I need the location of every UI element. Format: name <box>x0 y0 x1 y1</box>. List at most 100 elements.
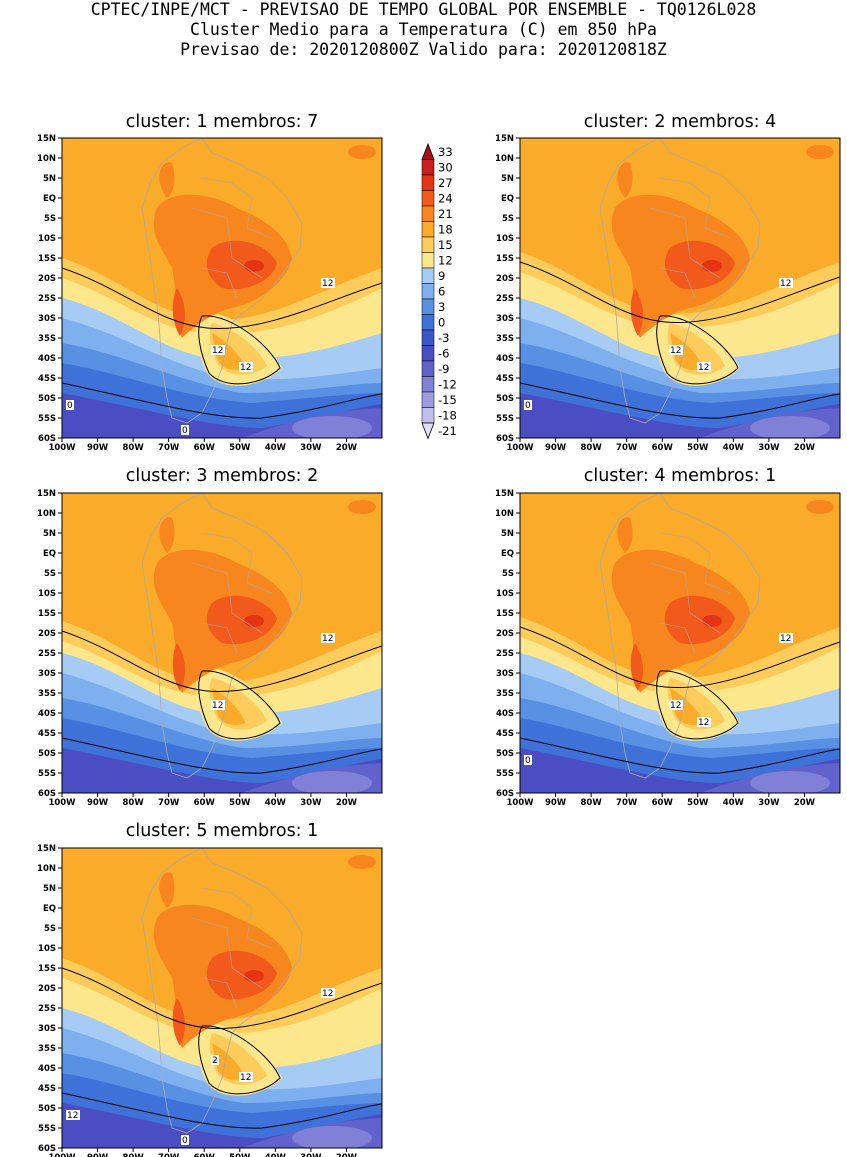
title-line-1: CPTEC/INPE/MCT - PREVISAO DE TEMPO GLOBA… <box>90 0 757 19</box>
colorbar-level-label: 15 <box>438 238 453 252</box>
lon-label: 30W <box>758 798 780 808</box>
panel-title-cluster-4: cluster: 4 membros: 1 <box>583 466 777 486</box>
lon-label: 40W <box>265 798 287 808</box>
lon-label: 100W <box>48 1153 76 1157</box>
lat-label: 30S <box>38 1024 56 1034</box>
colorbar-swatch <box>421 376 435 393</box>
lat-label: 20S <box>496 274 514 284</box>
map-svg: 12 12 12 0 15N 10N 5N EQ 5S 10S 15S 20S 25S 30S 35S 40S… <box>495 134 841 453</box>
lon-label: 80W <box>581 798 603 808</box>
contour-label-bg <box>779 278 793 288</box>
lat-label: 40S <box>38 1064 56 1074</box>
map-frame <box>61 847 383 1149</box>
lat-label: 5N <box>43 884 56 894</box>
lat-label: 35S <box>38 1044 56 1054</box>
lat-label: 30S <box>496 314 514 324</box>
map-svg: 12 12 12 0 15N 10N 5N EQ 5S 10S 15S 20S 25S 30S 35S 40S… <box>495 489 841 808</box>
lat-label: EQ <box>43 904 56 914</box>
lat-label: 55S <box>38 1124 56 1134</box>
colorbar-level-label: -12 <box>438 378 457 392</box>
contour-label-bg <box>211 1055 219 1065</box>
contour-label-bg <box>524 755 532 765</box>
colorbar-level-label: 24 <box>438 192 453 206</box>
lat-label: 5S <box>44 214 56 224</box>
lat-label: 10S <box>496 234 514 244</box>
contour-label-bg <box>524 400 532 410</box>
lat-label: 15N <box>37 134 56 144</box>
lat-label: 45S <box>38 1084 56 1094</box>
lon-label: 80W <box>123 798 145 808</box>
lat-label: 60S <box>496 434 514 444</box>
map-frame <box>519 492 841 794</box>
panel-title-cluster-3: cluster: 3 membros: 2 <box>125 466 319 486</box>
lat-label: 15S <box>38 254 56 264</box>
contour-label: 0 <box>182 1136 188 1146</box>
lon-label: 100W <box>506 443 534 453</box>
lat-label: 20S <box>496 629 514 639</box>
lat-label: 55S <box>38 414 56 424</box>
colorbar-level-label: 27 <box>438 176 453 190</box>
contour-label: 12 <box>670 701 681 711</box>
colorbar-swatch <box>421 345 435 362</box>
map-svg: 2 12 12 12 0 15N 10N 5N EQ 5S 10S 15S 20S 25S 30S 35S 40… <box>37 844 383 1157</box>
lat-label: 25S <box>496 294 514 304</box>
lat-label: 60S <box>38 434 56 444</box>
lat-label: 50S <box>496 394 514 404</box>
lat-label: 30S <box>496 669 514 679</box>
lat-label: 10S <box>38 589 56 599</box>
colorbar-level-label: 3 <box>438 300 445 314</box>
colorbar-level-label: -18 <box>438 409 457 423</box>
colorbar-swatch <box>421 159 435 176</box>
lat-label: EQ <box>501 194 514 204</box>
lat-label: 15S <box>38 964 56 974</box>
lat-label: 35S <box>38 689 56 699</box>
colorbar-swatch <box>421 391 435 408</box>
colorbar-level-label: 18 <box>438 223 453 237</box>
lat-label: 25S <box>38 649 56 659</box>
colorbar-swatch <box>421 221 435 238</box>
colorbar-swatch <box>421 267 435 284</box>
lon-label: 50W <box>687 798 709 808</box>
lat-label: 20S <box>38 274 56 284</box>
lat-label: 45S <box>496 729 514 739</box>
map-cluster-2: 12 12 12 0 15N 10N 5N EQ 5S 10S 15S 20S 25S 30S 35S 40S… <box>495 134 841 453</box>
lon-label: 60W <box>194 798 216 808</box>
contour-label-bg <box>66 1110 80 1120</box>
colorbar-level-label: -21 <box>438 424 457 438</box>
lon-label: 60W <box>652 798 674 808</box>
lon-label: 20W <box>336 443 358 453</box>
contour-label-bg <box>697 362 711 372</box>
lat-label: EQ <box>43 549 56 559</box>
lon-label: 100W <box>48 443 76 453</box>
lat-label: 35S <box>496 689 514 699</box>
colorbar-level-label: -9 <box>438 362 449 376</box>
contour-label: 12 <box>67 1111 78 1121</box>
contour-label: 12 <box>698 718 709 728</box>
lat-label: 25S <box>38 1004 56 1014</box>
lat-label: 5N <box>43 529 56 539</box>
contour-label-bg <box>669 700 683 710</box>
contour-label: 12 <box>322 634 333 644</box>
lon-label: 60W <box>194 1153 216 1157</box>
colorbar-swatch <box>421 329 435 346</box>
map-frame <box>61 492 383 794</box>
contour-label: 12 <box>670 346 681 356</box>
lon-label: 50W <box>229 443 251 453</box>
lat-label: 15N <box>495 489 514 499</box>
lon-label: 20W <box>794 443 816 453</box>
colorbar-bottom-arrow <box>421 422 435 440</box>
colorbar-swatch <box>421 252 435 269</box>
lat-label: 20S <box>38 629 56 639</box>
contour-label: 12 <box>212 346 223 356</box>
lat-label: 40S <box>38 354 56 364</box>
lat-label: 20S <box>38 984 56 994</box>
lon-label: 20W <box>336 1153 358 1157</box>
lat-label: 10S <box>496 589 514 599</box>
contour-label-bg <box>779 633 793 643</box>
lon-label: 100W <box>506 798 534 808</box>
contour-label: 0 <box>182 426 188 436</box>
map-cluster-1: 12 12 12 0 0 15N 10N 5N EQ 5S 10S 15S 20S 25S 30S 35S 40… <box>37 134 383 453</box>
lon-label: 70W <box>158 798 180 808</box>
map-cluster-3: 12 12 15N 10N 5N EQ 5S 10S 15S 20S 25S 30S 35S 40S 45S… <box>37 489 383 808</box>
lat-label: 55S <box>38 769 56 779</box>
